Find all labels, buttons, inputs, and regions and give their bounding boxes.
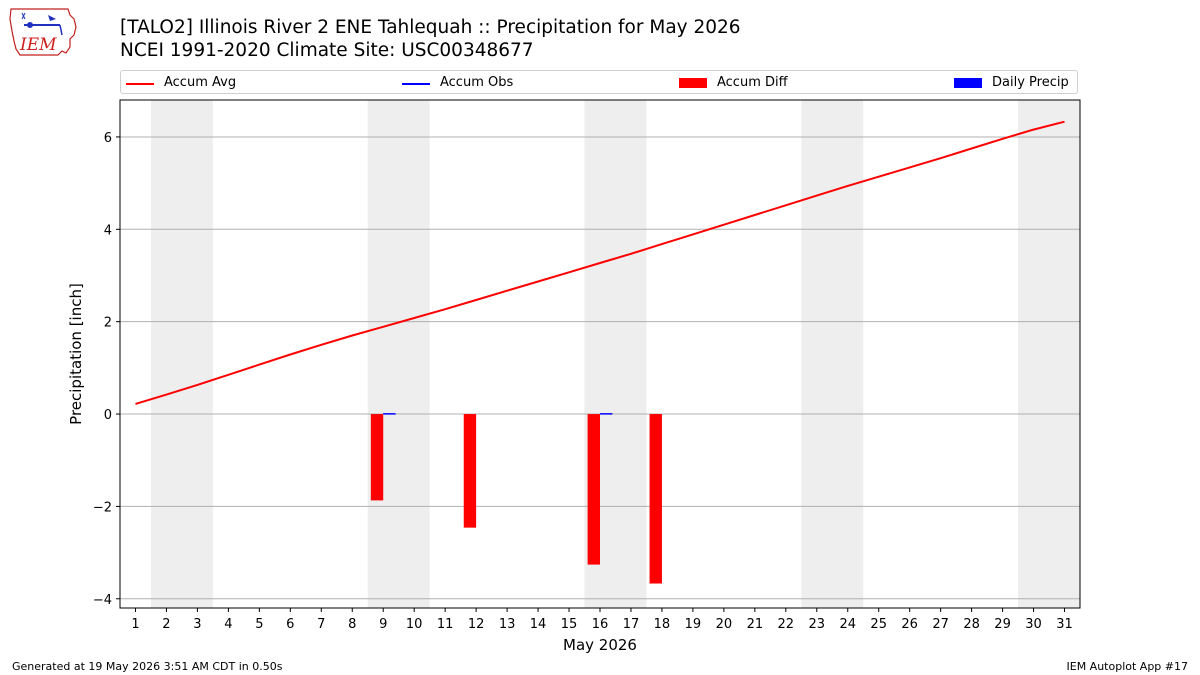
x-tick-label: 19 <box>685 617 702 632</box>
weekend-band-5 <box>1018 100 1080 608</box>
x-tick-label: 31 <box>1056 617 1073 632</box>
x-tick-label: 5 <box>255 617 263 632</box>
x-tick-label: 23 <box>809 617 826 632</box>
accum-avg-line <box>135 120 1065 405</box>
x-tick-label: 24 <box>839 617 856 632</box>
legend-swatch-accum-avg <box>126 83 154 85</box>
y-tick-label: 6 <box>104 131 112 146</box>
chart-title: [TALO2] Illinois River 2 ENE Tahlequah :… <box>120 17 741 38</box>
weekend-band-2 <box>367 100 430 608</box>
x-tick-label: 14 <box>530 617 547 632</box>
x-tick-label: 28 <box>963 617 980 632</box>
x-tick-label: 1 <box>131 617 139 632</box>
legend-label-accum-obs: Accum Obs <box>440 75 514 90</box>
legend-swatch-accum-obs <box>402 83 430 85</box>
x-tick-label: 26 <box>901 617 918 632</box>
y-tick-label: −2 <box>93 500 112 515</box>
x-tick-label: 22 <box>778 617 795 632</box>
x-tick-label: 13 <box>499 617 516 632</box>
x-tick-label: 8 <box>348 617 356 632</box>
accum-diff-bar <box>463 414 477 528</box>
legend-swatch-accum-diff <box>679 78 707 88</box>
legend-label-accum-diff: Accum Diff <box>717 75 788 90</box>
y-axis-label: Precipitation [inch] <box>67 283 85 425</box>
x-tick-label: 4 <box>224 617 232 632</box>
accum-diff-bar <box>649 414 662 584</box>
x-tick-label: 29 <box>994 617 1011 632</box>
legend-label-accum-avg: Accum Avg <box>164 75 237 90</box>
x-tick-label: 12 <box>468 617 485 632</box>
accum-diff-bar <box>370 414 384 501</box>
iem-logo: IEM <box>8 5 80 59</box>
x-tick-label: 27 <box>932 617 949 632</box>
daily-precip-bar <box>600 413 613 415</box>
x-tick-label: 9 <box>379 617 387 632</box>
x-tick-label: 20 <box>716 617 733 632</box>
legend-swatch-daily-precip <box>954 78 982 88</box>
y-tick-label: 0 <box>104 408 112 423</box>
weekend-band-1 <box>150 100 213 608</box>
x-tick-label: 3 <box>193 617 201 632</box>
x-tick-label: 6 <box>286 617 294 632</box>
x-tick-label: 11 <box>437 617 454 632</box>
weekend-band-4 <box>801 100 864 608</box>
plot-frame <box>119 99 1081 609</box>
x-tick-label: 25 <box>870 617 887 632</box>
accum-diff-bar <box>587 414 600 565</box>
y-tick-label: 2 <box>104 316 112 331</box>
x-tick-label: 15 <box>561 617 578 632</box>
x-tick-label: 17 <box>623 617 640 632</box>
x-tick-label: 7 <box>317 617 325 632</box>
legend-label-daily-precip: Daily Precip <box>992 75 1069 90</box>
x-tick-label: 2 <box>162 617 170 632</box>
legend: Accum Avg Accum Obs Accum Diff Daily Pre… <box>120 70 1078 94</box>
x-tick-label: 18 <box>654 617 671 632</box>
logo-text: IEM <box>19 35 57 55</box>
x-axis-label: May 2026 <box>563 636 637 654</box>
x-tick-label: 21 <box>747 617 764 632</box>
daily-precip-bar <box>383 413 396 415</box>
y-tick-label: 4 <box>104 223 112 238</box>
x-tick-label: 30 <box>1025 617 1042 632</box>
x-tick-label: 10 <box>406 617 423 632</box>
chart-subtitle: NCEI 1991-2020 Climate Site: USC00348677 <box>120 40 534 61</box>
footer-app: IEM Autoplot App #17 <box>1066 660 1189 673</box>
x-tick-label: 16 <box>592 617 609 632</box>
y-tick-label: −4 <box>93 593 112 608</box>
footer-generated: Generated at 19 May 2026 3:51 AM CDT in … <box>12 660 283 673</box>
